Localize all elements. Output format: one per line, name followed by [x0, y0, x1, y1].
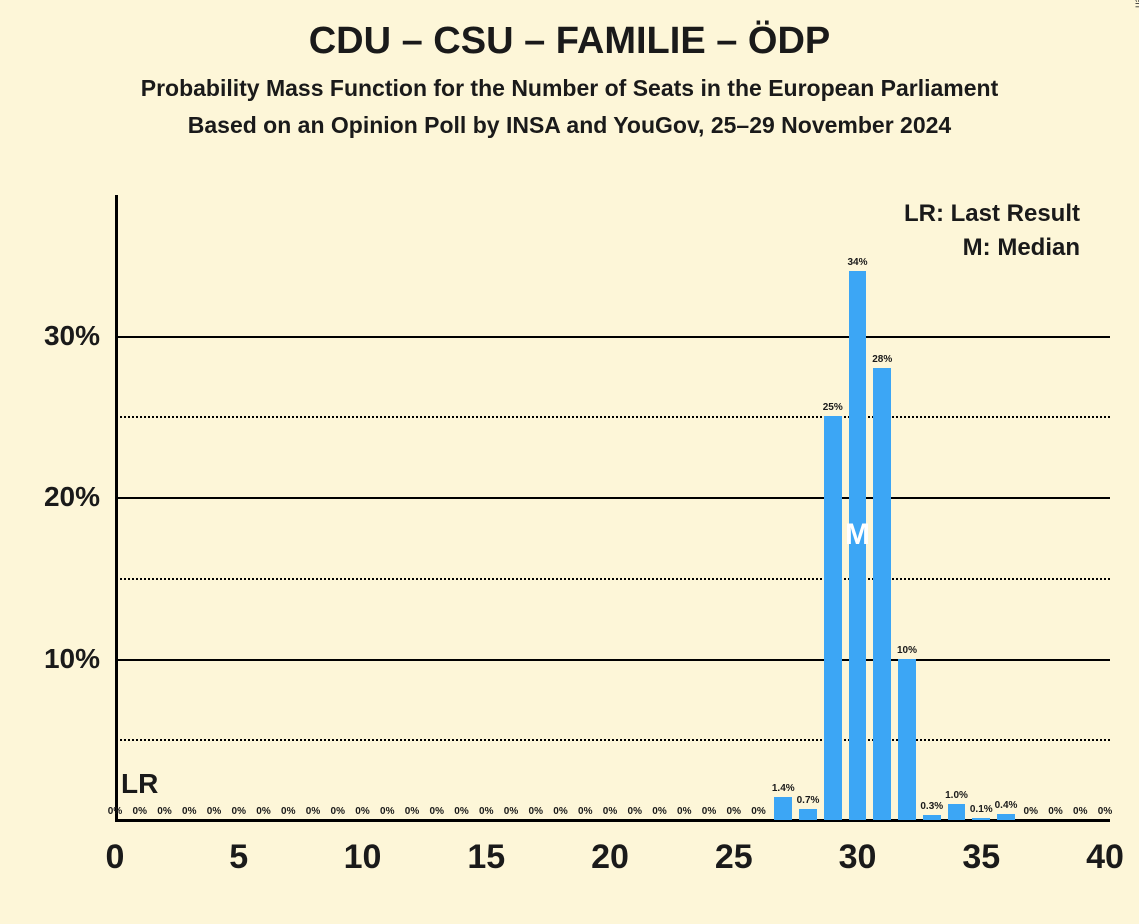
plot: 10%20%30%05101520253035400%0%0%0%0%0%0%0…: [105, 195, 1110, 835]
bar-value-label: 0%: [751, 806, 765, 817]
bar: [824, 416, 842, 820]
bar-value-label: 25%: [823, 402, 843, 413]
x-tick-label: 15: [467, 838, 505, 877]
bar-value-label: 0%: [306, 806, 320, 817]
chart-subtitle-1: Probability Mass Function for the Number…: [0, 75, 1139, 102]
bar-value-label: 0%: [504, 806, 518, 817]
gridline-minor: [115, 739, 1110, 741]
median-marker: M: [845, 518, 870, 552]
bar-value-label: 0.7%: [797, 795, 820, 806]
bar-value-label: 10%: [897, 645, 917, 656]
bar-value-label: 34%: [847, 257, 867, 268]
bar-value-label: 0%: [355, 806, 369, 817]
bar: [923, 815, 941, 820]
bar-value-label: 0%: [628, 806, 642, 817]
x-tick-label: 10: [344, 838, 382, 877]
x-tick-label: 35: [962, 838, 1000, 877]
bar-value-label: 0%: [652, 806, 666, 817]
bar-value-label: 0%: [331, 806, 345, 817]
bar-value-label: 0%: [454, 806, 468, 817]
bar-value-label: 0%: [256, 806, 270, 817]
bar-value-label: 0%: [1098, 806, 1112, 817]
bar-value-label: 0%: [1073, 806, 1087, 817]
x-tick-label: 0: [106, 838, 125, 877]
gridline-minor: [115, 578, 1110, 580]
x-tick-label: 25: [715, 838, 753, 877]
bar: [873, 368, 891, 820]
bar-value-label: 0.3%: [920, 801, 943, 812]
copyright-text: © 2024 Filip van Laenen: [1133, 0, 1139, 8]
bar-value-label: 0%: [578, 806, 592, 817]
bar: [898, 659, 916, 820]
bar-value-label: 0%: [157, 806, 171, 817]
bar-value-label: 0%: [133, 806, 147, 817]
x-tick-label: 30: [839, 838, 877, 877]
bar-value-label: 0%: [702, 806, 716, 817]
bar-value-label: 0%: [677, 806, 691, 817]
chart-subtitle-2: Based on an Opinion Poll by INSA and You…: [0, 112, 1139, 139]
bar: [948, 804, 966, 820]
bar-value-label: 0%: [1024, 806, 1038, 817]
bar: [972, 818, 990, 820]
x-tick-label: 20: [591, 838, 629, 877]
bar-value-label: 28%: [872, 354, 892, 365]
bar-value-label: 0.1%: [970, 804, 993, 815]
y-tick-label: 20%: [20, 481, 100, 513]
bar-value-label: 0.4%: [995, 800, 1018, 811]
plot-area: LR: Last Result M: Median 10%20%30%05101…: [105, 195, 1110, 835]
y-tick-label: 30%: [20, 320, 100, 352]
bar-value-label: 0%: [405, 806, 419, 817]
bar-value-label: 0%: [182, 806, 196, 817]
bar-value-label: 1.4%: [772, 783, 795, 794]
bar-value-label: 0%: [380, 806, 394, 817]
chart-container: CDU – CSU – FAMILIE – ÖDP Probability Ma…: [0, 0, 1139, 924]
bar-value-label: 0%: [603, 806, 617, 817]
lr-marker: LR: [121, 768, 158, 800]
gridline-major: [115, 336, 1110, 338]
bar: [774, 797, 792, 820]
y-tick-label: 10%: [20, 643, 100, 675]
bar-value-label: 0%: [1048, 806, 1062, 817]
x-tick-label: 40: [1086, 838, 1124, 877]
gridline-major: [115, 497, 1110, 499]
bar-value-label: 0%: [207, 806, 221, 817]
bar-value-label: 0%: [553, 806, 567, 817]
bar: [997, 814, 1015, 820]
bar-value-label: 1.0%: [945, 790, 968, 801]
y-axis: [115, 195, 118, 820]
bar-value-label: 0%: [281, 806, 295, 817]
bar-value-label: 0%: [430, 806, 444, 817]
bar-value-label: 0%: [479, 806, 493, 817]
chart-title: CDU – CSU – FAMILIE – ÖDP: [0, 0, 1139, 63]
bar: [799, 809, 817, 820]
bar-value-label: 0%: [727, 806, 741, 817]
gridline-major: [115, 659, 1110, 661]
bar-value-label: 0%: [529, 806, 543, 817]
x-tick-label: 5: [229, 838, 248, 877]
bar-value-label: 0%: [108, 806, 122, 817]
bar-value-label: 0%: [232, 806, 246, 817]
gridline-minor: [115, 416, 1110, 418]
